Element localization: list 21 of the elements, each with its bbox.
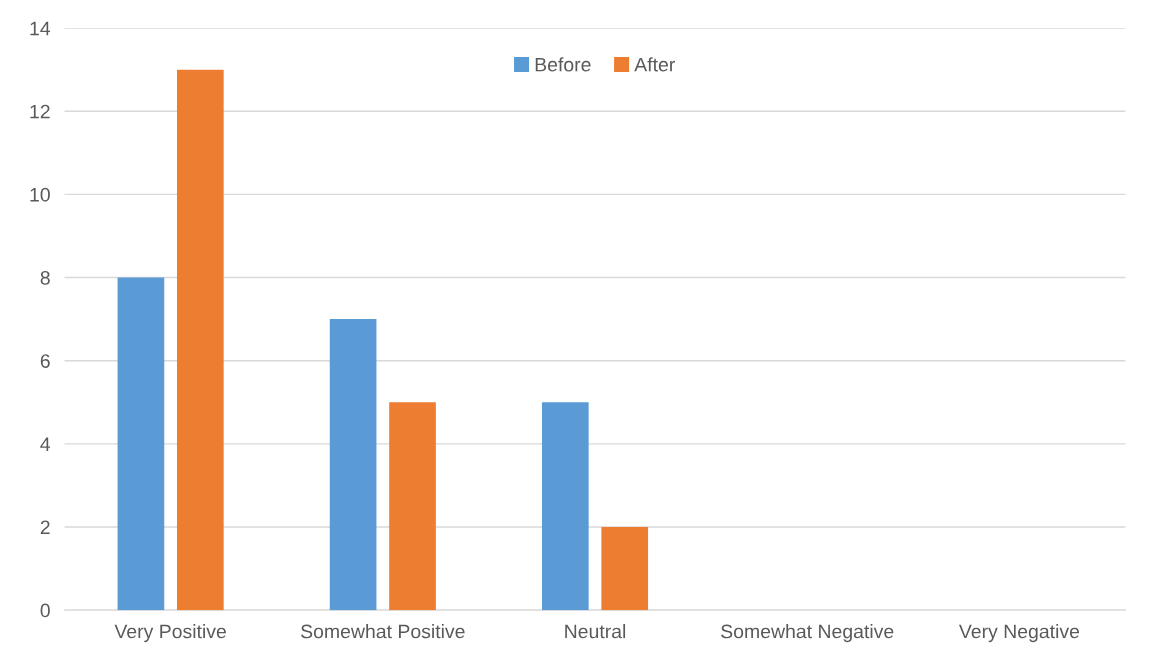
bar (176, 69, 224, 611)
x-tick-label: Somewhat Positive (301, 624, 465, 639)
bar (329, 319, 377, 611)
y-tick-label: 10 (30, 187, 50, 202)
legend-label: After (634, 57, 675, 72)
y-tick-label: 12 (30, 104, 50, 119)
bar (389, 402, 436, 611)
x-tick-label: Very Positive (114, 624, 226, 643)
y-tick-label: 2 (40, 520, 50, 535)
x-tick-label: Neutral (565, 624, 626, 639)
bar (117, 277, 165, 611)
y-tick-label: 6 (40, 354, 50, 368)
y-tick-label: 8 (40, 271, 50, 285)
y-tick-label: 14 (30, 21, 51, 36)
y-tick-label: 4 (40, 437, 51, 451)
x-tick-label: Very Negative (958, 624, 1080, 643)
bar (541, 402, 589, 611)
legend-label: Before (535, 57, 591, 72)
bar (601, 526, 649, 611)
x-tick-label: Somewhat Negative (721, 624, 894, 643)
y-tick-label: 0 (40, 603, 50, 618)
